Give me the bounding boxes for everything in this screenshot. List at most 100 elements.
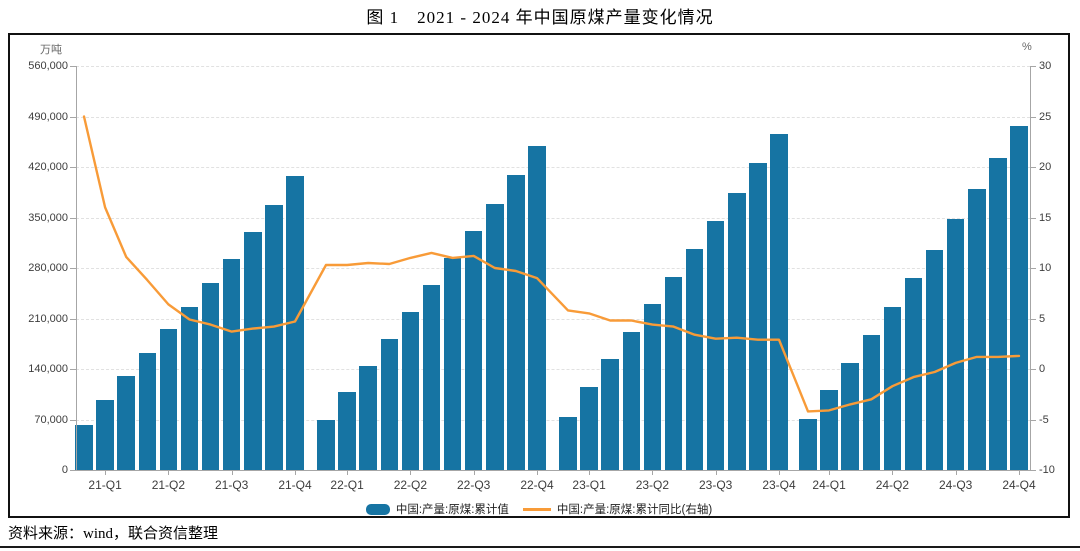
right-axis-tick-label: 20 (1039, 161, 1052, 173)
bar (222, 258, 241, 470)
left-axis-tick-label: 490,000 (28, 110, 68, 123)
x-axis-tick-label: 21-Q3 (215, 478, 249, 492)
bar (685, 249, 704, 470)
x-axis-tick-label: 24-Q2 (875, 478, 910, 492)
x-axis-line (76, 470, 1031, 471)
left-axis-tick-label: 70,000 (34, 413, 68, 426)
bar (75, 425, 93, 470)
left-axis-tick (70, 167, 76, 168)
bar (968, 189, 986, 470)
right-axis-tick-label: -10 (1039, 464, 1055, 476)
x-axis-tick (1019, 470, 1020, 475)
bar (528, 145, 546, 470)
bar (117, 376, 135, 470)
gridline (76, 66, 1030, 67)
bar (201, 282, 220, 470)
bar (401, 311, 420, 470)
right-axis-tick-label: 25 (1039, 110, 1052, 123)
bar (507, 174, 525, 470)
bar (317, 420, 335, 470)
gridline (76, 217, 1030, 219)
x-axis-tick (652, 470, 654, 475)
bar (883, 306, 902, 470)
chart-frame: 万吨 % 中国:产量:原煤:累计值 中国:产量:原煤:累计同比(右轴) 560,… (8, 33, 1070, 518)
x-axis-tick (231, 470, 233, 475)
bar (841, 363, 859, 470)
left-axis-tick (70, 268, 76, 269)
x-axis-tick (537, 470, 538, 475)
x-axis-tick-label: 22-Q3 (457, 478, 491, 492)
left-axis-tick-label: 560,000 (28, 60, 68, 72)
left-axis-tick (70, 470, 76, 471)
x-axis-tick (473, 470, 475, 475)
right-axis-tick (1030, 66, 1036, 67)
x-axis-tick-label: 23-Q2 (635, 478, 670, 492)
right-axis-tick-label: 10 (1039, 262, 1052, 274)
x-axis-tick (829, 470, 831, 475)
x-axis-tick (715, 470, 717, 475)
bar (486, 204, 504, 470)
chart-legend: 中国:产量:原煤:累计值 中国:产量:原煤:累计同比(右轴) (10, 501, 1068, 517)
bar (244, 232, 262, 470)
right-axis-tick-label: 5 (1039, 312, 1046, 325)
x-axis-tick-label: 23-Q3 (699, 478, 733, 492)
x-axis-tick (410, 470, 412, 475)
right-axis-line (1030, 66, 1031, 470)
left-axis-tick (70, 369, 76, 370)
left-axis-tick (70, 66, 76, 67)
x-axis-tick (892, 470, 894, 475)
right-axis-tick (1030, 318, 1036, 320)
left-axis-tick-label: 210,000 (28, 312, 68, 325)
line-series-label: 中国:产量:原煤:累计同比(右轴) (556, 504, 713, 516)
bar (443, 258, 462, 470)
x-axis-tick-label: 23-Q1 (572, 478, 606, 492)
bar-series-swatch-icon (365, 503, 390, 515)
bar-series-label: 中国:产量:原煤:累计值 (395, 504, 509, 516)
bar (180, 306, 199, 470)
bar (770, 133, 788, 470)
bar (464, 230, 483, 470)
bar (862, 335, 881, 470)
gridline (76, 167, 1030, 168)
left-axis-tick-label: 140,000 (28, 363, 68, 375)
bar (580, 386, 598, 470)
x-axis-tick-label: 21-Q1 (88, 478, 122, 492)
bar (265, 205, 283, 470)
bar (706, 220, 725, 470)
bar (643, 303, 662, 470)
gridline (76, 419, 1030, 421)
right-axis-tick (1030, 268, 1036, 269)
x-axis-tick-label: 24-Q3 (939, 478, 973, 492)
bar (96, 399, 114, 470)
left-axis-unit-label: 万吨 (40, 44, 62, 56)
bar (664, 276, 683, 470)
right-axis-tick (1030, 470, 1036, 471)
bar (749, 163, 767, 470)
legend-item-bar-series: 中国:产量:原煤:累计值 (365, 501, 509, 517)
x-axis-tick-label: 22-Q1 (330, 478, 364, 492)
bar (904, 278, 923, 470)
x-axis-tick (779, 470, 780, 475)
bar (799, 419, 817, 470)
gridline (76, 116, 1030, 118)
right-axis-unit-label: % (1022, 41, 1032, 53)
left-axis-tick (70, 116, 76, 118)
x-axis-tick-label: 24-Q4 (1002, 478, 1036, 492)
right-axis-tick-label: 30 (1039, 60, 1052, 72)
x-axis-tick (105, 470, 107, 475)
bar (728, 192, 746, 470)
source-note: 资料来源：wind，联合资信整理 (8, 526, 219, 542)
bar (359, 365, 377, 470)
legend-item-line-series: 中国:产量:原煤:累计同比(右轴) (522, 501, 713, 517)
x-axis-tick-label: 24-Q1 (812, 478, 846, 492)
left-axis-line (76, 66, 77, 470)
x-axis-tick (347, 470, 349, 475)
bar (159, 329, 178, 470)
bar (380, 339, 399, 470)
gridline (76, 268, 1030, 269)
bar (622, 331, 641, 470)
x-axis-tick (295, 470, 296, 475)
x-axis-tick-label: 22-Q4 (520, 478, 554, 492)
left-axis-tick (70, 217, 76, 219)
